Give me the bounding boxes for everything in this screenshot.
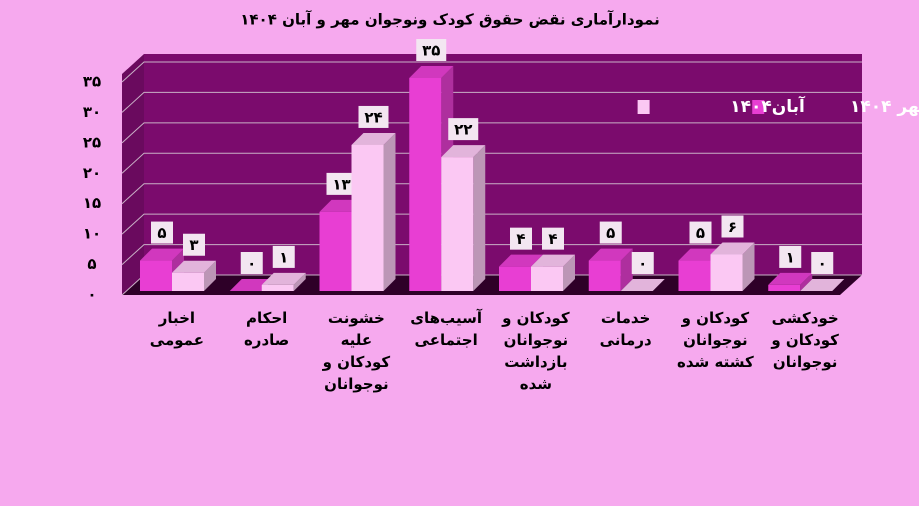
value-label-box bbox=[448, 118, 479, 141]
side-wall bbox=[122, 54, 144, 295]
y-tick-label: ۱۰ bbox=[83, 225, 101, 243]
bar-top bbox=[588, 248, 633, 261]
grid-line bbox=[121, 183, 862, 205]
bar-side bbox=[563, 254, 575, 291]
value-label: ۱۳ bbox=[332, 175, 350, 193]
value-label-box bbox=[151, 221, 173, 244]
y-tick-label: ۱۵ bbox=[83, 194, 101, 212]
bar bbox=[261, 284, 294, 291]
bar-top bbox=[441, 145, 486, 158]
x-tick-label: کودکان و نوجوانان بازداشت شده bbox=[502, 309, 570, 393]
value-label-box bbox=[689, 221, 712, 244]
bar bbox=[172, 272, 204, 291]
value-label-box bbox=[510, 227, 532, 250]
grid-line bbox=[121, 122, 862, 144]
value-label-box bbox=[326, 172, 357, 195]
y-tick-label: ۲۵ bbox=[83, 133, 101, 151]
value-label-box bbox=[631, 252, 654, 274]
legend-label: آبان۱۴۰۴ bbox=[730, 95, 806, 117]
bar bbox=[319, 211, 352, 291]
bar-side bbox=[473, 145, 486, 291]
grid-line bbox=[121, 61, 862, 83]
legend-swatch bbox=[637, 100, 650, 114]
value-label: ۲۲ bbox=[454, 121, 472, 139]
grid-line bbox=[121, 152, 862, 174]
y-tick-label: ۳۵ bbox=[83, 73, 101, 91]
grid-line bbox=[121, 244, 862, 265]
bar-top bbox=[172, 260, 216, 273]
value-label: ۰ bbox=[638, 255, 647, 273]
x-tick-label: خدمات درمانی bbox=[599, 309, 652, 349]
value-label-box bbox=[721, 215, 744, 238]
bar bbox=[351, 144, 384, 291]
grid-line bbox=[121, 91, 862, 113]
value-label: ۴ bbox=[516, 230, 525, 248]
value-label: ۶ bbox=[728, 218, 737, 236]
value-label-box bbox=[599, 221, 622, 244]
bar-side bbox=[204, 260, 216, 291]
bar-top bbox=[800, 279, 845, 291]
value-label-box bbox=[811, 252, 834, 274]
bar bbox=[499, 266, 531, 291]
y-tick-label: ۲۰ bbox=[83, 164, 101, 182]
bar bbox=[588, 260, 621, 291]
x-tick-label: آسیب‌های اجتماعی bbox=[410, 309, 482, 349]
legend-swatch bbox=[752, 100, 765, 114]
value-label: ۳ bbox=[189, 236, 198, 254]
value-label-box bbox=[240, 252, 263, 274]
x-tick-label: احکام صادره bbox=[243, 309, 290, 349]
value-label-box bbox=[779, 245, 802, 268]
y-tick-label: ۰ bbox=[87, 286, 96, 304]
value-label-box bbox=[416, 39, 447, 61]
value-label-box bbox=[272, 245, 295, 268]
bar bbox=[441, 157, 474, 291]
bar-top bbox=[261, 272, 306, 285]
bar bbox=[409, 78, 442, 291]
bar-top bbox=[531, 254, 575, 267]
bar-top bbox=[710, 242, 755, 255]
value-label: ۳۵ bbox=[422, 42, 440, 60]
value-label-box bbox=[542, 227, 564, 250]
legend-label: مهر ۱۴۰۴ bbox=[850, 97, 919, 117]
bar bbox=[768, 284, 801, 291]
bar bbox=[140, 260, 172, 291]
back-wall bbox=[144, 54, 862, 275]
value-label: ۵ bbox=[157, 224, 166, 242]
x-tick-label: اخبار عمومی bbox=[149, 309, 204, 349]
bar bbox=[710, 254, 743, 291]
y-tick-label: ۵ bbox=[87, 255, 96, 273]
bar-side bbox=[620, 248, 633, 291]
bar-top bbox=[499, 254, 543, 267]
x-tick-label: خودکشی کودکان و نوجوانان bbox=[771, 309, 839, 371]
bar-side bbox=[293, 272, 306, 291]
value-label: ۲۴ bbox=[364, 108, 382, 126]
x-tick-label: خشونت علیه کودکان و نوجوانان bbox=[322, 309, 391, 393]
value-label-box bbox=[183, 233, 205, 256]
bar-side bbox=[742, 242, 755, 291]
bar bbox=[678, 260, 711, 291]
value-label: ۱ bbox=[786, 248, 795, 266]
bar-side bbox=[383, 132, 396, 291]
x-tick-label: کودکان و نوجوانان کشته شده bbox=[677, 309, 754, 371]
value-label: ۵ bbox=[606, 224, 615, 242]
bar-top bbox=[140, 248, 184, 261]
chart-title: نمودارآماری نقض حقوق کودک ونوجوان مهر و … bbox=[240, 11, 659, 29]
bar bbox=[531, 266, 563, 291]
value-label-box bbox=[358, 105, 389, 128]
floor bbox=[122, 275, 862, 295]
value-label: ۰ bbox=[247, 255, 256, 273]
bar-top bbox=[351, 132, 396, 145]
bar-top bbox=[409, 66, 454, 78]
value-label: ۴ bbox=[548, 230, 557, 248]
bar-top bbox=[768, 272, 813, 285]
bar-top bbox=[620, 279, 665, 291]
bar-side bbox=[800, 272, 813, 291]
grid-line bbox=[121, 213, 862, 235]
value-label: ۰ bbox=[818, 255, 827, 273]
value-label: ۱ bbox=[279, 248, 288, 266]
y-tick-label: ۳۰ bbox=[83, 103, 101, 121]
value-label: ۵ bbox=[696, 224, 705, 242]
